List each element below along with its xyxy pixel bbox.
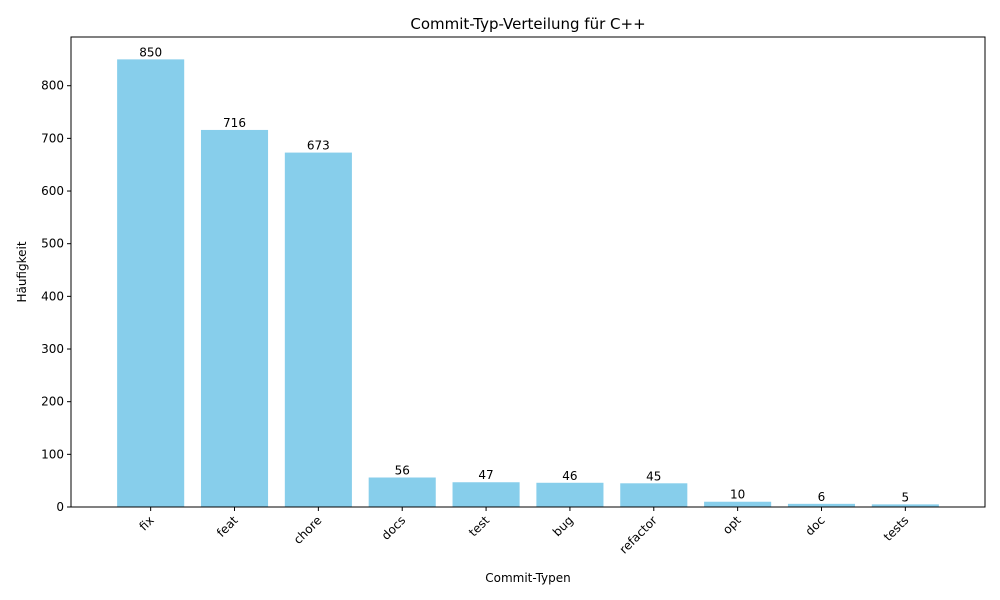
bar-tests — [871, 504, 939, 507]
data-label-tests: 5 — [902, 490, 910, 504]
y-tick-label-800: 800 — [41, 79, 64, 93]
y-axis-label: Häufigkeit — [15, 241, 29, 302]
x-axis-label: Commit-Typen — [485, 571, 571, 585]
bar-bug — [536, 482, 604, 507]
y-tick-label-200: 200 — [41, 395, 64, 409]
y-tick-label-700: 700 — [41, 131, 64, 145]
y-tick-label-300: 300 — [41, 342, 64, 356]
bar-doc — [787, 503, 856, 507]
y-tick-label-500: 500 — [41, 237, 64, 251]
data-label-opt: 10 — [730, 488, 745, 502]
y-axis: 0 100 200 300 400 500 600 700 800 — [41, 79, 71, 514]
data-label-refactor: 45 — [646, 469, 661, 483]
data-label-test: 47 — [478, 468, 493, 482]
data-labels-group: 850 716 673 56 47 46 45 10 6 5 — [139, 45, 909, 504]
bar-docs — [368, 477, 436, 507]
y-tick-label-400: 400 — [41, 289, 64, 303]
data-label-feat: 716 — [223, 116, 246, 130]
data-label-docs: 56 — [395, 464, 410, 478]
data-label-bug: 46 — [562, 469, 577, 483]
bar-fix — [117, 59, 185, 507]
bar-opt — [704, 501, 772, 507]
chart-title: Commit-Typ-Verteilung für C++ — [410, 15, 645, 33]
y-tick-label-100: 100 — [41, 447, 64, 461]
y-tick-label-0: 0 — [56, 500, 64, 514]
bar-refactor — [620, 483, 688, 507]
data-label-chore: 673 — [307, 139, 330, 153]
bar-feat — [200, 129, 269, 507]
data-label-doc: 6 — [818, 490, 826, 504]
plot-frame — [70, 36, 986, 508]
bar-chore — [284, 152, 352, 507]
y-tick-label-600: 600 — [41, 184, 64, 198]
bars-group — [117, 59, 939, 507]
data-label-fix: 850 — [139, 45, 162, 59]
bar-test — [452, 482, 520, 507]
